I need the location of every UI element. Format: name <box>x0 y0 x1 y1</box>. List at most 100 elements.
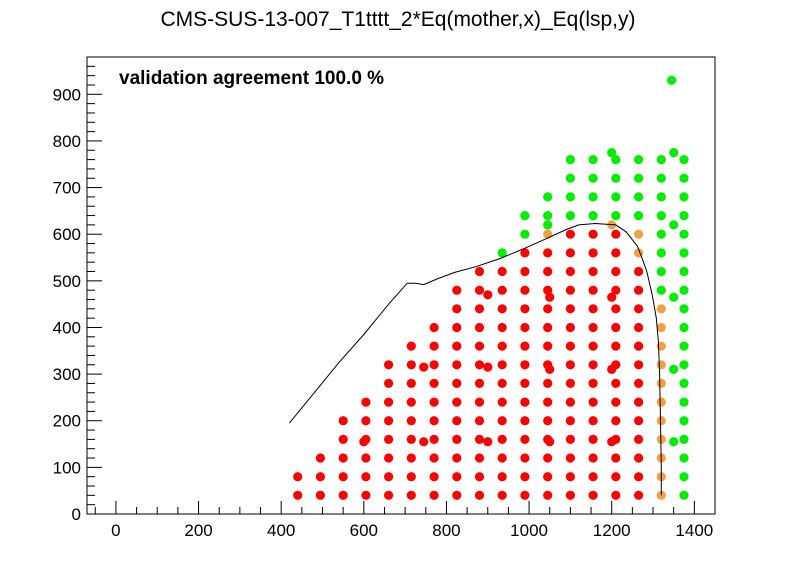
y-tick-label: 0 <box>72 505 81 524</box>
excluded-point <box>520 453 530 463</box>
allowed-point <box>588 155 598 165</box>
excluded-point <box>611 304 621 314</box>
excluded-point <box>565 378 576 388</box>
excluded-point <box>474 472 485 482</box>
excluded-point <box>611 229 621 239</box>
allowed-point <box>679 472 689 482</box>
excluded-point <box>497 360 507 370</box>
excluded-point <box>429 453 439 463</box>
excluded-point <box>361 490 371 500</box>
allowed-point <box>656 266 666 277</box>
allowed-point <box>656 192 666 202</box>
y-tick-label: 700 <box>53 179 81 198</box>
x-tick-label: 1200 <box>593 521 631 540</box>
allowed-point <box>497 248 507 258</box>
excluded-point <box>384 434 394 444</box>
excluded-point <box>338 434 348 444</box>
excluded-point <box>361 472 371 482</box>
excluded-point <box>406 397 416 407</box>
y-tick-label: 800 <box>53 132 81 151</box>
excluded-point <box>361 397 371 407</box>
excluded-point <box>611 378 621 388</box>
excluded-point <box>429 341 439 351</box>
excluded-point <box>634 304 644 314</box>
excluded-point <box>474 304 485 314</box>
excluded-point <box>497 304 507 314</box>
excluded-point <box>429 416 439 426</box>
x-tick-label: 200 <box>184 521 212 540</box>
allowed-point <box>588 192 598 202</box>
excluded-point <box>565 472 576 482</box>
excluded-point <box>543 304 553 314</box>
excluded-point <box>520 266 530 277</box>
excluded-point <box>315 490 325 500</box>
excluded-point <box>429 434 439 444</box>
excluded-point <box>452 304 462 314</box>
excluded-point <box>497 472 507 482</box>
excluded-point <box>429 360 439 370</box>
excluded-point <box>588 378 598 388</box>
chart-title: CMS-SUS-13-007_T1tttt_2*Eq(mother,x)_Eq(… <box>160 8 636 31</box>
excluded-point <box>483 290 493 300</box>
excluded-point <box>634 322 644 333</box>
x-tick-label: 800 <box>432 521 460 540</box>
allowed-point <box>669 364 679 374</box>
excluded-point <box>611 397 621 407</box>
excluded-point <box>497 416 507 426</box>
allowed-point <box>565 211 576 221</box>
excluded-point <box>429 397 439 407</box>
excluded-point <box>406 472 416 482</box>
excluded-point <box>474 360 485 370</box>
y-tick-label: 100 <box>53 458 81 477</box>
excluded-point <box>293 472 303 482</box>
excluded-point <box>497 378 507 388</box>
allowed-point <box>669 292 679 302</box>
x-tick-label: 1400 <box>675 521 713 540</box>
border-point <box>656 304 666 314</box>
excluded-point <box>359 437 369 447</box>
excluded-point <box>497 397 507 407</box>
excluded-point <box>406 453 416 463</box>
excluded-point <box>634 416 644 426</box>
excluded-point <box>338 453 348 463</box>
excluded-point <box>497 453 507 463</box>
excluded-point <box>545 437 555 447</box>
excluded-point <box>474 397 485 407</box>
excluded-point <box>543 285 553 295</box>
excluded-point <box>384 490 394 500</box>
excluded-point <box>565 341 576 351</box>
border-point <box>656 322 666 333</box>
allowed-point <box>669 437 679 447</box>
excluded-point <box>406 490 416 500</box>
excluded-point <box>452 322 462 333</box>
marks-layer <box>289 75 689 500</box>
excluded-point <box>429 378 439 388</box>
excluded-point <box>543 248 553 258</box>
excluded-point <box>520 248 530 258</box>
excluded-point <box>607 292 617 302</box>
allowed-point <box>679 229 689 239</box>
excluded-point <box>452 416 462 426</box>
excluded-point <box>565 397 576 407</box>
excluded-point <box>588 490 598 500</box>
excluded-point <box>588 341 598 351</box>
excluded-point <box>543 378 553 388</box>
excluded-point <box>406 434 416 444</box>
allowed-point <box>669 220 679 230</box>
excluded-point <box>406 341 416 351</box>
excluded-point <box>565 416 576 426</box>
excluded-point <box>452 341 462 351</box>
allowed-point <box>543 192 553 202</box>
excluded-point <box>565 229 576 239</box>
excluded-point <box>588 453 598 463</box>
excluded-point <box>543 453 553 463</box>
excluded-point <box>406 360 416 370</box>
excluded-point <box>497 266 507 277</box>
allowed-point <box>611 155 621 165</box>
excluded-point <box>520 322 530 333</box>
excluded-point <box>565 360 576 370</box>
allowed-point <box>565 173 576 183</box>
excluded-point <box>634 490 644 500</box>
border-point <box>656 360 666 370</box>
